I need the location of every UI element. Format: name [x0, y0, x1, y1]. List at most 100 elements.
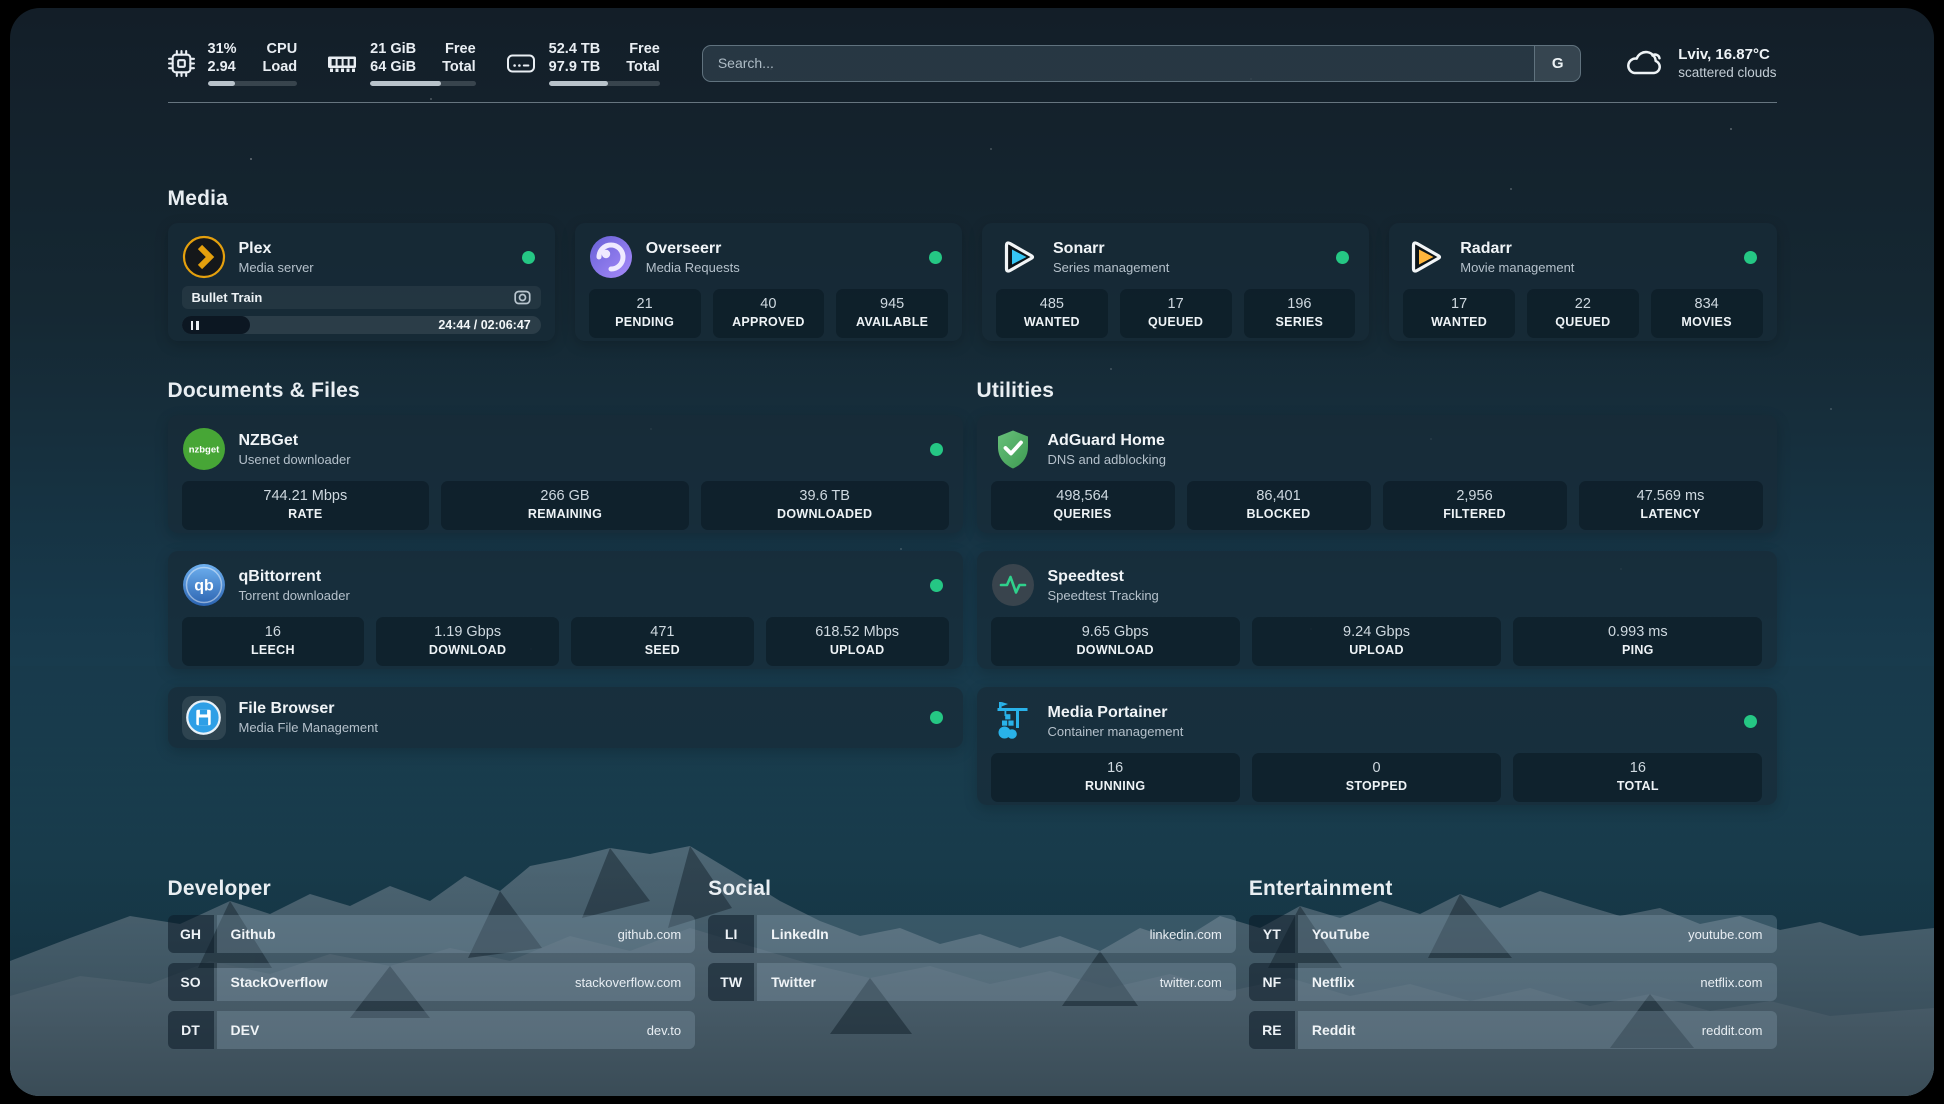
stat-stopped: 0 STOPPED — [1251, 753, 1502, 802]
stat-latency: 47.569 ms LATENCY — [1578, 481, 1763, 530]
status-online-dot — [929, 443, 943, 456]
service-name: NZBGet — [238, 431, 299, 449]
stat-series: 196 SERIES — [1243, 289, 1356, 338]
status-online-dot — [521, 251, 535, 264]
service-name: Speedtest — [1047, 567, 1124, 585]
stat-upload: 618.52 Mbps UPLOAD — [765, 617, 949, 666]
bookmark-netflix[interactable]: NF Netflix netflix.com — [1248, 963, 1777, 1001]
service-card-sonarr[interactable]: Sonarr Series management 485 WANTED 17 Q… — [982, 223, 1370, 341]
section-title-media: Media — [167, 187, 229, 210]
bookmark-url: netflix.com — [1700, 974, 1763, 990]
now-playing-row: Bullet Train — [181, 286, 541, 309]
bookmark-github[interactable]: GH Github github.com — [167, 915, 696, 953]
service-card-overseerr[interactable]: Overseerr Media Requests 21 PENDING 40 A… — [574, 223, 962, 341]
service-card-filebrowser[interactable]: File Browser Media File Management — [167, 687, 963, 748]
filebrowser-icon — [181, 695, 226, 740]
service-description: Torrent downloader — [238, 587, 350, 603]
pause-icon — [190, 320, 199, 330]
cpu-load-label: Load — [262, 59, 298, 75]
bookmark-stackoverflow[interactable]: SO StackOverflow stackoverflow.com — [167, 963, 696, 1001]
stat-approved: 40 APPROVED — [712, 289, 825, 338]
service-name: Plex — [238, 239, 272, 257]
service-card-adguard[interactable]: AdGuard Home DNS and adblocking 498,564 … — [976, 415, 1777, 533]
service-card-nzbget[interactable]: nzbget NZBGet Usenet downloader 744.21 M… — [167, 415, 963, 533]
section-title-entertainment: Entertainment — [1248, 877, 1393, 900]
service-name: qBittorrent — [238, 567, 322, 585]
status-online-dot — [929, 579, 943, 592]
bookmark-url: linkedin.com — [1149, 926, 1222, 942]
section-title-developer: Developer — [167, 877, 271, 900]
bookmark-twitter[interactable]: TW Twitter twitter.com — [708, 963, 1236, 1001]
service-card-plex[interactable]: Plex Media server Bullet Train — [167, 223, 555, 341]
bookmark-url: dev.to — [646, 1022, 682, 1038]
service-name: Radarr — [1460, 239, 1512, 257]
stat-queries: 498,564 QUERIES — [990, 481, 1175, 530]
disk-progress-bar — [548, 81, 660, 86]
bookmark-abbr: NF — [1248, 963, 1295, 1001]
sonarr-icon — [996, 235, 1040, 279]
search-input[interactable] — [702, 45, 1535, 81]
cpu-widget: 31% 2.94 CPU Load — [167, 40, 298, 86]
stat-wanted: 485 WANTED — [996, 289, 1108, 338]
weather-widget: Lviv, 16.87°C scattered clouds — [1623, 45, 1777, 82]
bookmark-abbr: YT — [1248, 915, 1295, 953]
memory-total-label: Total — [442, 59, 476, 75]
overseerr-icon — [589, 235, 633, 279]
stat-filtered: 2,956 FILTERED — [1382, 481, 1567, 530]
bookmark-dev[interactable]: DT DEV dev.to — [167, 1011, 696, 1049]
disk-total-value: 97.9 TB — [548, 59, 601, 75]
bookmark-abbr: TW — [708, 963, 755, 1001]
bookmark-youtube[interactable]: YT YouTube youtube.com — [1248, 915, 1777, 953]
service-name: File Browser — [238, 700, 335, 717]
service-card-qbittorrent[interactable]: qb qBittorrent Torrent downloader 16 LEE… — [167, 551, 963, 669]
bookmark-name: LinkedIn — [771, 926, 829, 942]
playback-progress-bar[interactable]: 24:44 / 02:06:47 — [181, 316, 541, 334]
stat-pending: 21 PENDING — [588, 289, 701, 338]
service-card-speedtest[interactable]: Speedtest Speedtest Tracking 9.65 Gbps D… — [976, 551, 1777, 669]
playback-time: 24:44 / 02:06:47 — [438, 318, 531, 332]
star-field — [10, 8, 1934, 1096]
service-card-radarr[interactable]: Radarr Movie management 17 WANTED 22 QUE… — [1389, 223, 1777, 341]
bookmark-abbr: DT — [167, 1011, 214, 1049]
plex-icon — [182, 235, 226, 279]
bookmark-url: twitter.com — [1159, 974, 1222, 990]
service-name: Sonarr — [1053, 239, 1105, 257]
weather-condition: scattered clouds — [1678, 64, 1777, 80]
bookmark-abbr: GH — [167, 915, 214, 953]
service-card-portainer[interactable]: Media Portainer Container management 16 … — [976, 687, 1777, 805]
stat-wanted: 17 WANTED — [1403, 289, 1515, 338]
status-online-dot — [1336, 251, 1350, 264]
qbittorrent-icon: qb — [182, 563, 226, 607]
radarr-icon — [1403, 235, 1447, 279]
memory-free-value: 21 GiB — [370, 41, 417, 57]
stat-available: 945 AVAILABLE — [836, 289, 948, 338]
service-name: Media Portainer — [1047, 703, 1168, 721]
bookmark-linkedin[interactable]: LI LinkedIn linkedin.com — [708, 915, 1236, 953]
header-divider — [167, 102, 1777, 103]
section-title-utilities: Utilities — [976, 379, 1055, 402]
bookmark-abbr: RE — [1248, 1011, 1295, 1049]
status-online-dot — [1743, 715, 1757, 728]
bookmark-name: DEV — [230, 1022, 260, 1038]
bookmark-name: Netflix — [1311, 974, 1355, 990]
stat-running: 16 RUNNING — [990, 753, 1240, 802]
disk-free-value: 52.4 TB — [548, 41, 601, 57]
bookmark-name: StackOverflow — [230, 974, 328, 990]
search-engine-button[interactable]: G — [1534, 45, 1581, 81]
system-stats: 31% 2.94 CPU Load — [167, 40, 660, 86]
service-description: Media File Management — [238, 720, 378, 735]
disk-widget: 52.4 TB 97.9 TB Free Total — [506, 40, 660, 86]
service-description: Media server — [238, 259, 314, 275]
stat-download: 1.19 Gbps DOWNLOAD — [376, 617, 559, 666]
service-name: AdGuard Home — [1047, 431, 1165, 449]
cpu-usage-label: CPU — [266, 41, 298, 57]
cpu-load-value: 2.94 — [207, 59, 236, 75]
status-online-dot — [1743, 251, 1757, 264]
bookmark-name: YouTube — [1311, 926, 1370, 942]
adguard-icon — [991, 427, 1035, 471]
stat-blocked: 86,401 BLOCKED — [1186, 481, 1371, 530]
stat-remaining: 266 GB REMAINING — [441, 481, 689, 530]
memory-widget: 21 GiB 64 GiB Free Total — [327, 40, 476, 86]
disk-icon — [506, 52, 536, 75]
bookmark-reddit[interactable]: RE Reddit reddit.com — [1248, 1011, 1777, 1049]
